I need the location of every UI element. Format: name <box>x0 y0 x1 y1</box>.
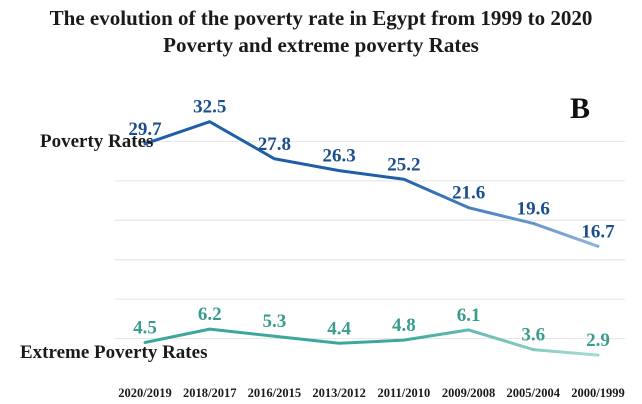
series-line-1 <box>143 327 600 357</box>
panel-letter: B <box>570 92 591 125</box>
data-label: 6.2 <box>198 304 222 325</box>
data-point <box>273 335 275 337</box>
data-point <box>273 158 275 160</box>
data-point <box>532 349 534 351</box>
series-lines <box>143 120 600 357</box>
data-point <box>468 329 470 331</box>
x-axis-tick-labels: 2020/2019 2018/2017 2016/2015 2013/2012 2011… <box>118 386 624 400</box>
series-line-0 <box>143 120 600 248</box>
data-point <box>144 143 146 145</box>
x-tick-label: 2011/2010 <box>377 386 430 400</box>
data-label: 2.9 <box>586 330 610 351</box>
x-tick-label: 2020/2019 <box>118 386 171 400</box>
x-tick-label: 2000/1999 <box>571 386 624 400</box>
x-tick-label: 2013/2012 <box>312 386 365 400</box>
data-point <box>532 222 534 224</box>
data-label: 32.5 <box>193 97 226 118</box>
data-label: 29.7 <box>128 119 162 140</box>
data-label: 16.7 <box>581 221 615 242</box>
data-label: 19.6 <box>517 198 550 219</box>
gridlines <box>115 140 625 340</box>
data-label: 25.2 <box>387 154 420 175</box>
data-point <box>597 354 599 356</box>
data-label: 5.3 <box>263 311 287 332</box>
data-label: 3.6 <box>521 325 545 346</box>
series-label-extreme-poverty: Extreme Poverty Rates <box>20 342 208 363</box>
data-label: 21.6 <box>452 183 485 204</box>
data-labels: 29.7 32.5 27.8 26.3 25.2 21.6 19.6 16.7 4.5 6.2 5.… <box>128 97 615 351</box>
x-tick-label: 2005/2004 <box>507 386 561 400</box>
data-label: 4.8 <box>392 315 416 336</box>
data-label: 4.5 <box>133 318 157 339</box>
data-point <box>403 178 405 180</box>
data-point <box>403 339 405 341</box>
x-tick-label: 2009/2008 <box>442 386 495 400</box>
data-point <box>209 328 211 330</box>
chart-title: The evolution of the poverty rate in Egy… <box>49 6 593 30</box>
chart-subtitle: Poverty and extreme poverty Rates <box>163 33 479 57</box>
data-point <box>338 342 340 344</box>
data-label: 4.4 <box>327 318 351 339</box>
data-point <box>144 342 146 344</box>
data-point <box>209 121 211 123</box>
x-tick-label: 2018/2017 <box>183 386 236 400</box>
data-label: 27.8 <box>258 134 291 155</box>
data-point <box>338 170 340 172</box>
data-label: 6.1 <box>457 305 481 326</box>
x-tick-label: 2016/2015 <box>248 386 301 400</box>
series-label-poverty: Poverty Rates <box>40 131 154 152</box>
data-point <box>468 207 470 209</box>
data-label: 26.3 <box>323 146 356 167</box>
data-point <box>597 245 599 247</box>
